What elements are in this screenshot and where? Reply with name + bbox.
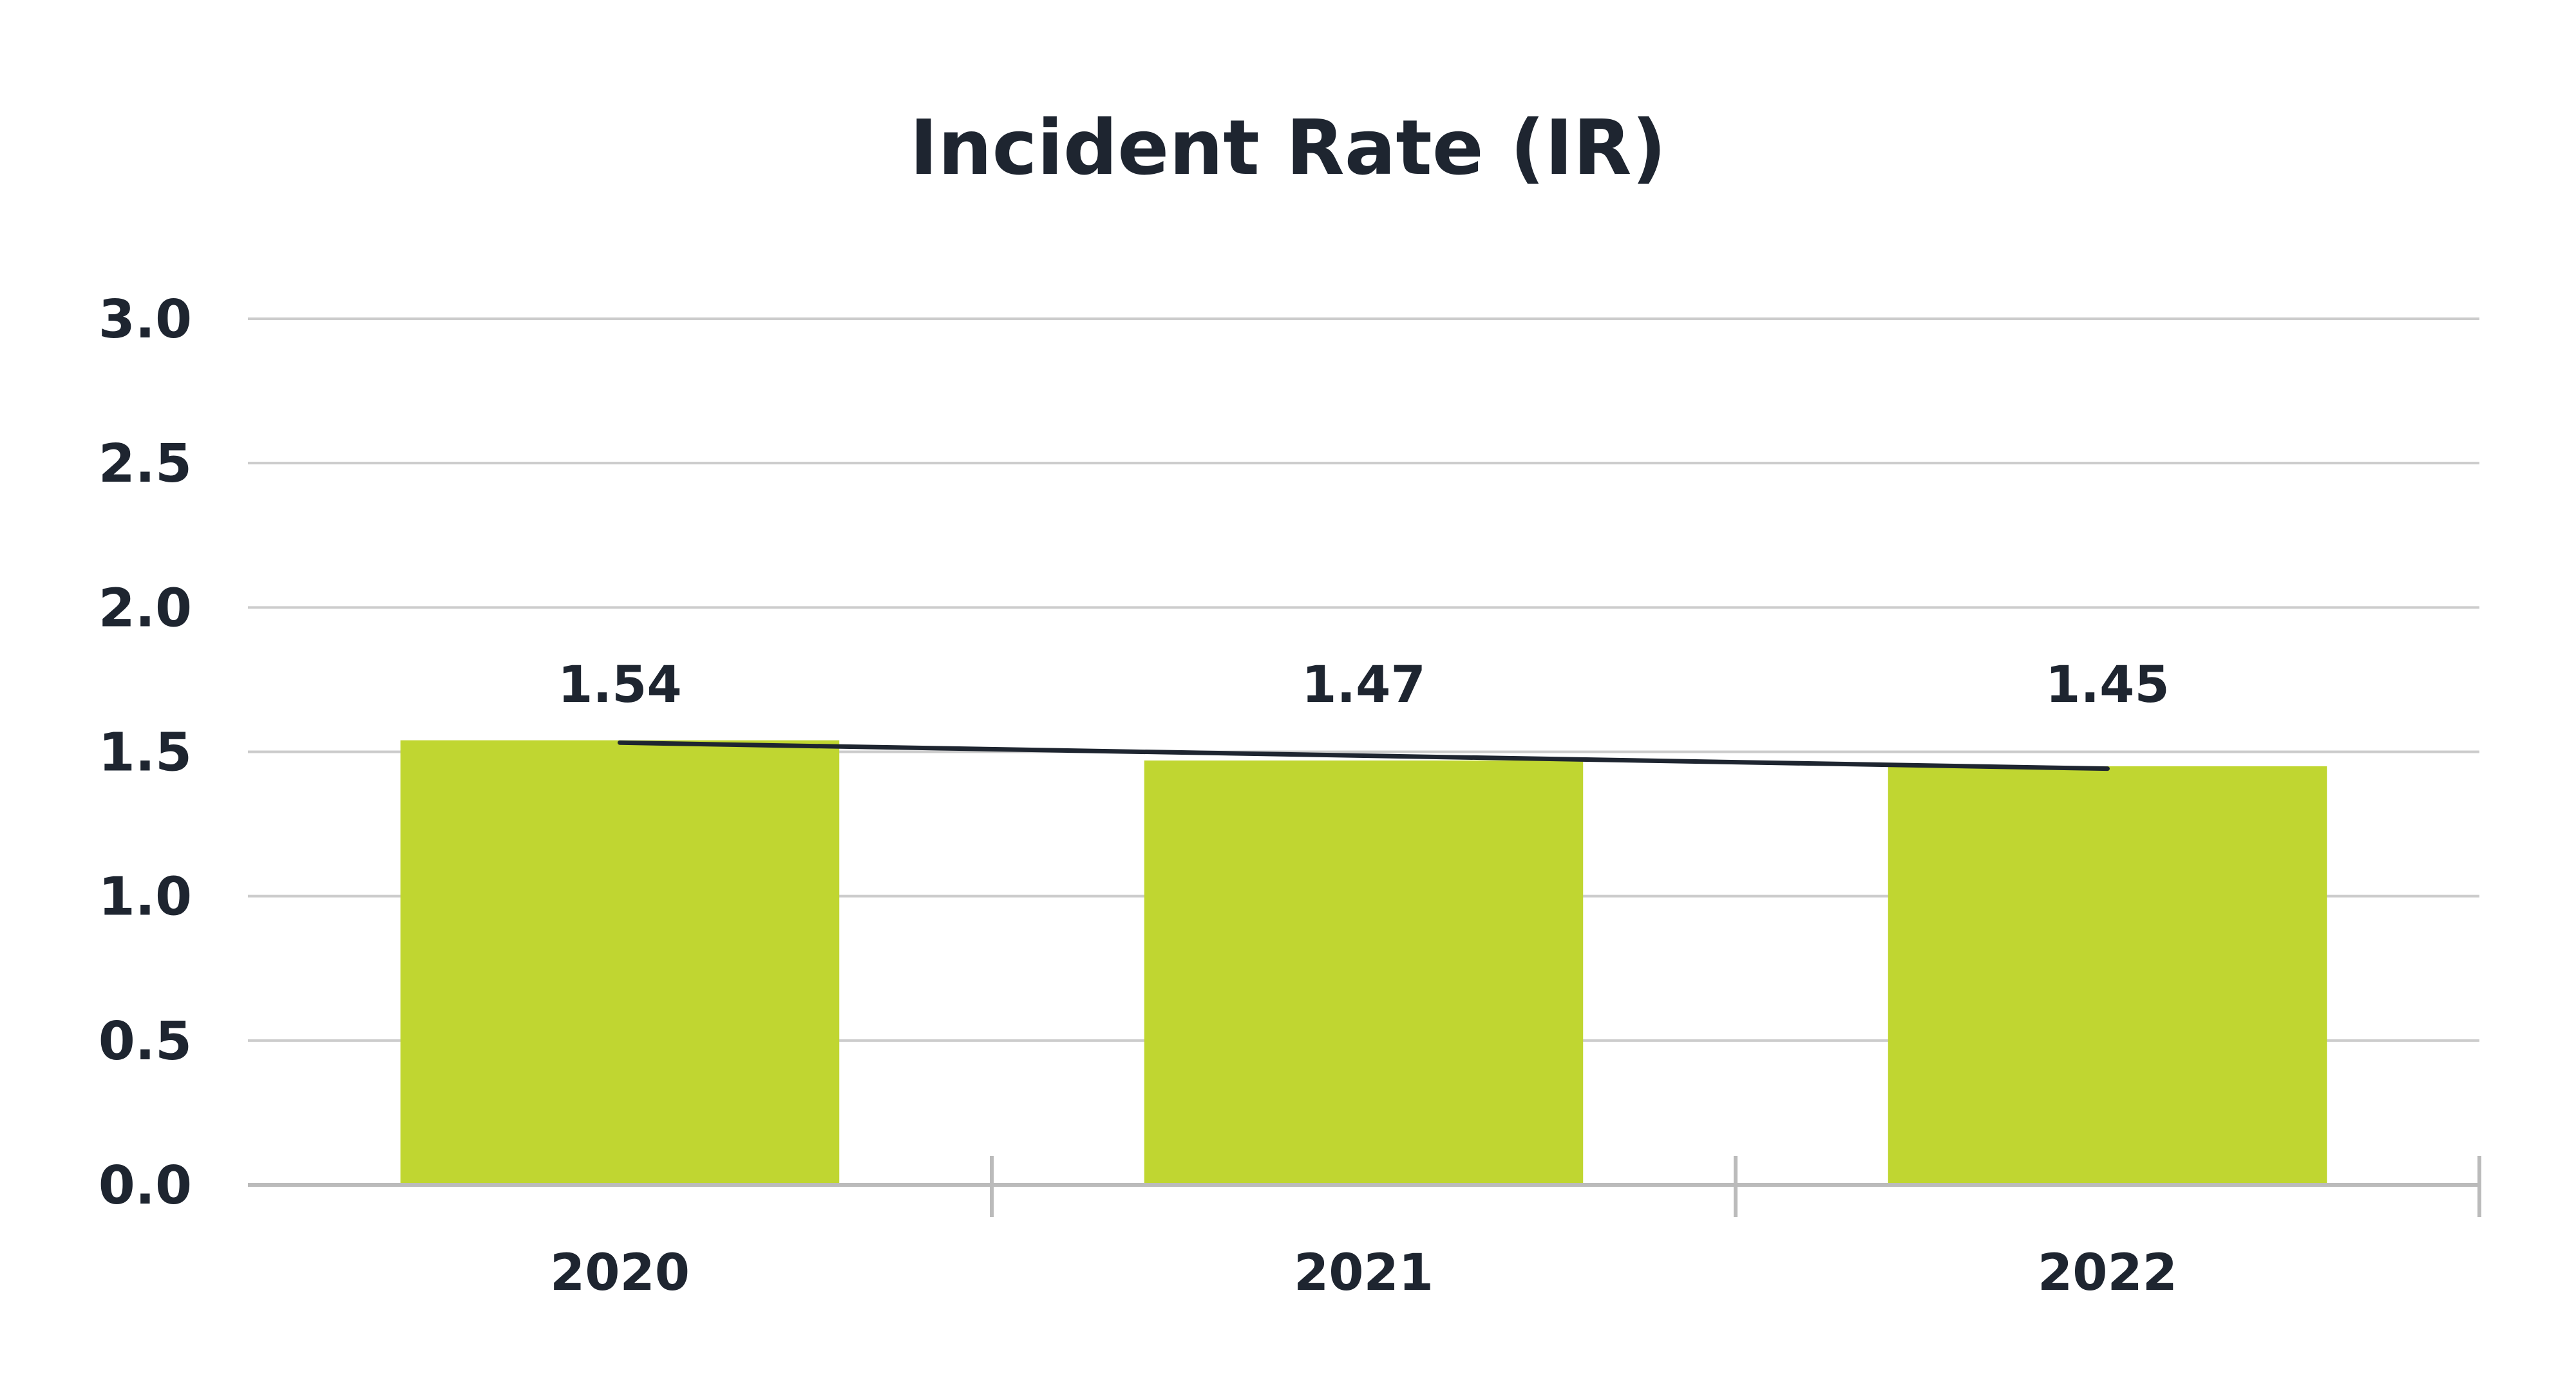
data-labels: 1.54 1.47 1.45 — [558, 656, 2169, 714]
trendline-layer — [618, 740, 2110, 771]
x-tick-label: 2020 — [550, 1244, 690, 1302]
data-label: 1.54 — [558, 656, 681, 714]
bar-2021 — [1144, 760, 1584, 1185]
chart-title: Incident Rate (IR) — [910, 103, 1667, 192]
data-label: 1.47 — [1302, 656, 1425, 714]
y-tick-label: 0.5 — [99, 1011, 192, 1072]
y-tick-label: 2.0 — [99, 578, 192, 639]
x-axis-ticks: 2020 2021 2022 — [550, 1244, 2177, 1302]
bar-2020 — [400, 740, 840, 1185]
y-tick-label: 2.5 — [99, 433, 192, 495]
y-tick-label: 3.0 — [99, 289, 192, 350]
y-tick-label: 1.5 — [99, 723, 192, 784]
y-axis-ticks: 0.0 0.5 1.0 1.5 2.0 2.5 3.0 — [99, 289, 192, 1216]
y-tick-label: 0.0 — [99, 1155, 192, 1216]
data-label: 1.45 — [2045, 656, 2169, 714]
trendline — [618, 740, 2110, 771]
x-tick-label: 2022 — [2038, 1244, 2177, 1302]
bars — [400, 740, 2327, 1185]
y-tick-label: 1.0 — [99, 867, 192, 928]
bar-2022 — [1888, 766, 2327, 1185]
x-tick-label: 2021 — [1294, 1244, 1434, 1302]
x-axis — [248, 1156, 2481, 1217]
